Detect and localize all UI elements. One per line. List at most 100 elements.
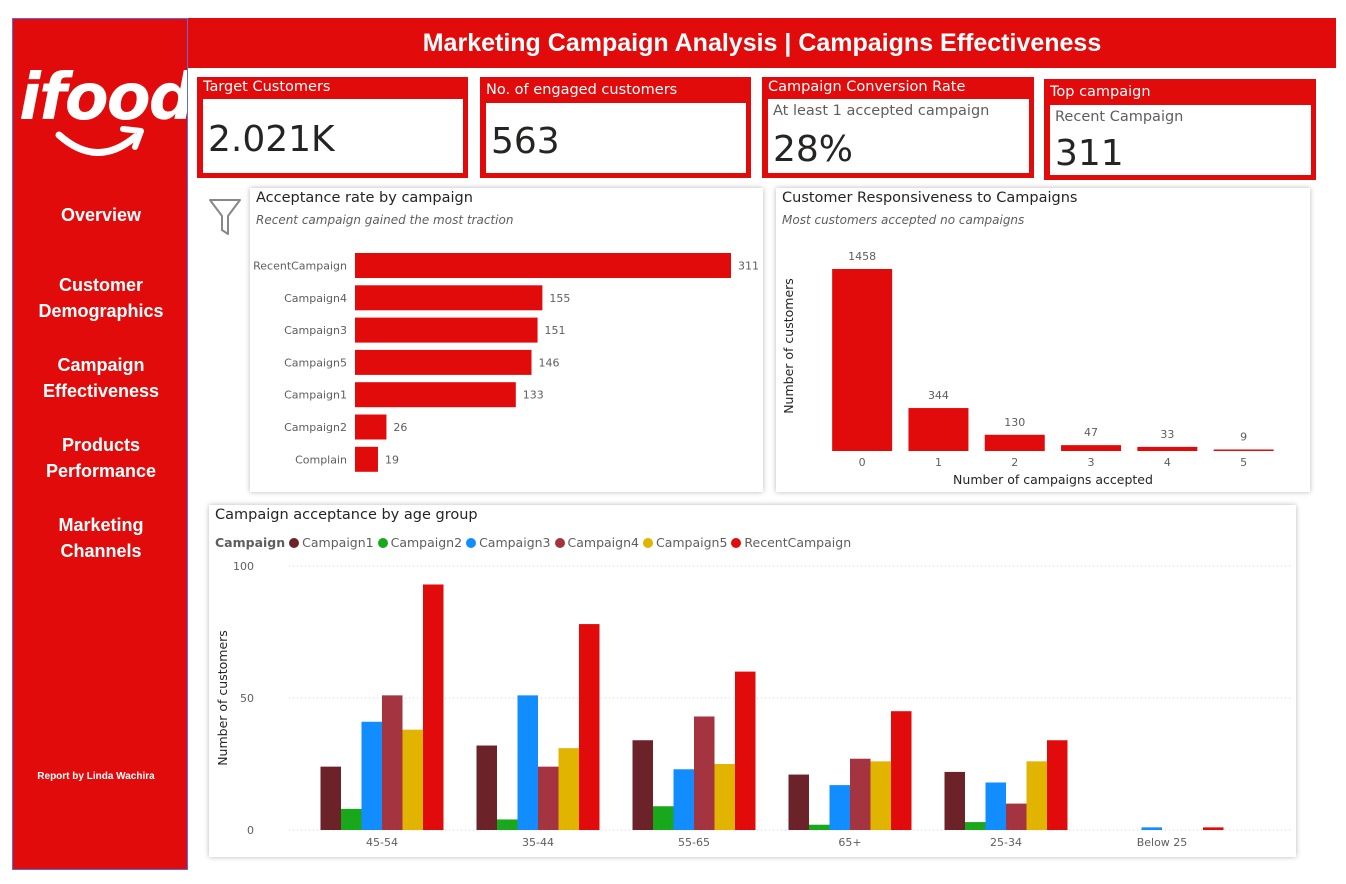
data-label: 130 — [1004, 416, 1025, 429]
bar[interactable] — [908, 408, 968, 451]
y-tick-label: Campaign4 — [284, 292, 347, 305]
nav-label-line2: Effectiveness — [13, 378, 189, 404]
nav-overview[interactable]: Overview — [13, 202, 189, 228]
bar[interactable] — [355, 350, 532, 375]
kpi-body: Recent Campaign 311 — [1050, 105, 1311, 175]
nav-label-line1: Marketing — [13, 512, 189, 538]
bar[interactable] — [355, 253, 731, 278]
kpi-engaged-customers: No. of engaged customers 563 — [480, 77, 751, 178]
bar[interactable] — [1203, 827, 1224, 830]
x-tick-label: 45-54 — [366, 836, 398, 849]
kpi-value: 563 — [491, 121, 560, 162]
kpi-title: Top campaign — [1050, 82, 1151, 102]
bar[interactable] — [497, 819, 518, 830]
bar[interactable] — [674, 769, 695, 830]
y-tick-label: Campaign2 — [284, 421, 347, 434]
bar[interactable] — [362, 722, 383, 830]
bar[interactable] — [355, 285, 542, 310]
x-tick-label: 5 — [1240, 456, 1247, 469]
data-label: 311 — [738, 260, 759, 273]
bar[interactable] — [653, 806, 674, 830]
ifood-logo: ifood — [17, 57, 187, 169]
bar[interactable] — [423, 584, 444, 830]
y-tick-label: 100 — [233, 560, 254, 573]
bar[interactable] — [809, 825, 830, 830]
y-axis-label: Number of customers — [215, 630, 230, 766]
nav-label-line2: Demographics — [13, 298, 189, 324]
bar[interactable] — [830, 785, 851, 830]
bar[interactable] — [1061, 445, 1121, 451]
bar[interactable] — [538, 767, 559, 830]
data-label: 19 — [385, 453, 399, 466]
page-title: Marketing Campaign Analysis | Campaigns … — [188, 18, 1336, 68]
bar[interactable] — [735, 672, 756, 830]
data-label: 344 — [928, 389, 949, 402]
data-label: 47 — [1084, 426, 1098, 439]
bar[interactable] — [891, 711, 912, 830]
nav-campaign-effectiveness[interactable]: Campaign Effectiveness — [13, 352, 189, 404]
bar[interactable] — [633, 740, 654, 830]
bar[interactable] — [355, 382, 516, 407]
x-tick-label: 4 — [1164, 456, 1171, 469]
header-bar: Marketing Campaign Analysis | Campaigns … — [188, 18, 1336, 68]
kpi-title: No. of engaged customers — [486, 80, 677, 100]
x-axis-label: Number of campaigns accepted — [953, 472, 1153, 487]
kpi-body: 2.021K — [203, 99, 463, 173]
y-tick-label: Complain — [295, 453, 347, 466]
x-tick-label: 65+ — [838, 836, 861, 849]
filter-icon[interactable] — [208, 196, 242, 238]
bar[interactable] — [559, 748, 580, 830]
bar[interactable] — [715, 764, 736, 830]
bar[interactable] — [403, 730, 424, 830]
age-group-chart: 050100Number of customers45-54 35-44 55-65… — [209, 505, 1296, 857]
bar[interactable] — [832, 269, 892, 451]
bar[interactable] — [579, 624, 600, 830]
bar[interactable] — [1047, 740, 1068, 830]
bar[interactable] — [355, 447, 378, 472]
nav-overview-label: Overview — [13, 202, 189, 228]
bar[interactable] — [850, 759, 871, 830]
x-tick-label: 3 — [1088, 456, 1095, 469]
x-tick-label: 2 — [1011, 456, 1018, 469]
bar[interactable] — [518, 695, 539, 830]
bar[interactable] — [871, 761, 892, 830]
bar[interactable] — [477, 746, 498, 830]
bar[interactable] — [355, 318, 538, 343]
bar[interactable] — [355, 415, 386, 440]
bar[interactable] — [1137, 447, 1197, 451]
x-tick-label: Below 25 — [1137, 836, 1188, 849]
data-label: 155 — [549, 292, 570, 305]
sidebar: ifood Overview Customer Demographics Cam… — [12, 18, 188, 870]
bar[interactable] — [341, 809, 362, 830]
bar[interactable] — [1027, 761, 1048, 830]
kpi-body: 563 — [486, 103, 746, 173]
nav-products-performance[interactable]: Products Performance — [13, 432, 189, 484]
data-label: 9 — [1240, 431, 1247, 444]
nav-customer-demographics[interactable]: Customer Demographics — [13, 272, 189, 324]
y-tick-label: RecentCampaign — [253, 260, 347, 273]
x-tick-label: 55-65 — [678, 836, 710, 849]
bar[interactable] — [1214, 450, 1274, 452]
bar[interactable] — [986, 782, 1007, 830]
nav-label-line1: Products — [13, 432, 189, 458]
report-credit: Report by Linda Wachira — [13, 771, 179, 782]
data-label: 1458 — [848, 250, 876, 263]
bar[interactable] — [1142, 827, 1163, 830]
bar[interactable] — [965, 822, 986, 830]
bar[interactable] — [1006, 804, 1027, 830]
kpi-title: Target Customers — [203, 77, 330, 97]
acceptance-rate-chart: RecentCampaign 311Campaign4 155Campaign3 15… — [250, 188, 763, 492]
bar[interactable] — [945, 772, 966, 830]
y-tick-label: Campaign3 — [284, 324, 347, 337]
bar[interactable] — [694, 716, 715, 830]
y-tick-label: Campaign5 — [284, 356, 347, 369]
data-label: 133 — [523, 389, 544, 402]
bar[interactable] — [382, 695, 403, 830]
data-label: 33 — [1160, 428, 1174, 441]
nav-marketing-channels[interactable]: Marketing Channels — [13, 512, 189, 564]
bar[interactable] — [985, 435, 1045, 451]
bar[interactable] — [789, 775, 810, 830]
nav-label-line1: Campaign — [13, 352, 189, 378]
kpi-title: Campaign Conversion Rate — [768, 77, 965, 97]
bar[interactable] — [321, 767, 342, 830]
